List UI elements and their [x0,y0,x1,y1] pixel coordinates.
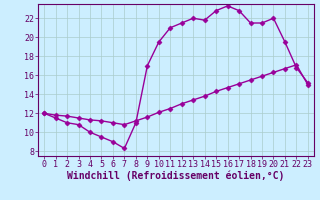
X-axis label: Windchill (Refroidissement éolien,°C): Windchill (Refroidissement éolien,°C) [67,171,285,181]
